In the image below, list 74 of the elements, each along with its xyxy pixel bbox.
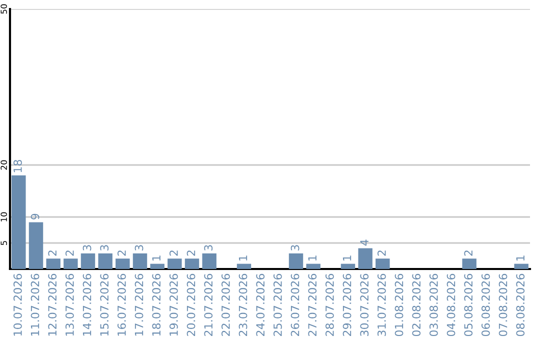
bar xyxy=(12,175,26,269)
data-label: 2 xyxy=(186,250,196,256)
x-tick-label: 15.07.2026 xyxy=(100,274,109,336)
x-tick-label: 04.08.2026 xyxy=(446,274,456,336)
x-tick-label: 07.08.2026 xyxy=(498,274,508,336)
y-tick-label: 5 xyxy=(0,241,7,246)
x-tick-label: 11.07.2026 xyxy=(30,274,40,336)
data-label: 4 xyxy=(360,240,368,246)
data-label: 3 xyxy=(290,245,300,250)
x-tick-label: 31.07.2026 xyxy=(377,274,386,336)
bar xyxy=(514,264,528,269)
x-tick-label: 26.07.2026 xyxy=(290,274,300,336)
y-tick-label: 10 xyxy=(0,212,7,222)
data-label: 3 xyxy=(134,245,144,250)
x-tick-label: 16.07.2026 xyxy=(117,274,126,336)
data-label: 3 xyxy=(82,245,92,250)
data-label: 1 xyxy=(342,256,352,260)
bar xyxy=(184,258,200,269)
data-label: 3 xyxy=(204,245,213,250)
y-tick-label: 50 xyxy=(0,4,7,14)
data-label: 9 xyxy=(30,214,40,220)
x-tick-label: 05.08.2026 xyxy=(464,274,473,336)
data-label: 1 xyxy=(238,256,248,260)
data-label: 2 xyxy=(117,250,126,256)
data-label: 3 xyxy=(100,245,109,250)
data-label: 1 xyxy=(308,256,316,260)
x-tick-label: 01.08.2026 xyxy=(394,274,404,336)
data-label: 2 xyxy=(169,250,178,256)
x-tick-label: 17.07.2026 xyxy=(134,274,144,336)
x-tick-label: 08.08.2026 xyxy=(516,274,525,336)
x-tick-label: 13.07.2026 xyxy=(65,274,74,336)
y-tick-label: 20 xyxy=(0,160,7,170)
bar xyxy=(116,258,130,269)
x-tick-label: 19.07.2026 xyxy=(169,274,178,336)
bar xyxy=(80,253,96,269)
x-tick-label: 24.07.2026 xyxy=(256,274,265,336)
x-tick-label: 06.08.2026 xyxy=(481,274,490,336)
bar xyxy=(168,258,182,269)
x-tick-label: 25.07.2026 xyxy=(273,274,282,336)
bar xyxy=(46,258,60,269)
bar xyxy=(150,264,164,269)
x-tick-label: 22.07.2026 xyxy=(221,274,230,336)
bar xyxy=(306,264,320,269)
data-label: 2 xyxy=(464,250,472,256)
bar xyxy=(288,253,304,269)
bar xyxy=(462,258,476,269)
x-tick-label: 14.07.2026 xyxy=(82,274,92,336)
bar xyxy=(132,253,148,269)
data-label: 1 xyxy=(152,256,160,260)
bar xyxy=(28,222,44,269)
bar xyxy=(236,264,252,269)
x-tick-label: 23.07.2026 xyxy=(238,274,248,336)
data-label: 2 xyxy=(65,250,74,256)
x-tick-label: 29.07.2026 xyxy=(342,274,352,336)
bar xyxy=(376,258,390,269)
x-tick-label: 27.07.2026 xyxy=(308,274,317,336)
x-tick-label: 02.08.2026 xyxy=(412,274,421,336)
x-tick-label: 18.07.2026 xyxy=(152,274,161,336)
data-label: 1 xyxy=(516,256,524,260)
data-label: 2 xyxy=(377,250,386,256)
data-label: 2 xyxy=(48,250,56,256)
x-tick-label: 03.08.2026 xyxy=(429,274,438,336)
x-tick-label: 28.07.2026 xyxy=(325,274,334,336)
x-tick-label: 30.07.2026 xyxy=(360,274,369,336)
x-tick-label: 10.07.2026 xyxy=(13,274,22,336)
bar xyxy=(64,258,78,269)
bar xyxy=(340,264,356,269)
data-label: 18 xyxy=(13,160,22,172)
bar xyxy=(202,253,216,269)
x-tick-label: 12.07.2026 xyxy=(48,274,57,336)
bar xyxy=(358,248,372,269)
bar xyxy=(98,253,112,269)
x-tick-label: 21.07.2026 xyxy=(204,274,213,336)
x-tick-label: 20.07.2026 xyxy=(186,274,196,336)
